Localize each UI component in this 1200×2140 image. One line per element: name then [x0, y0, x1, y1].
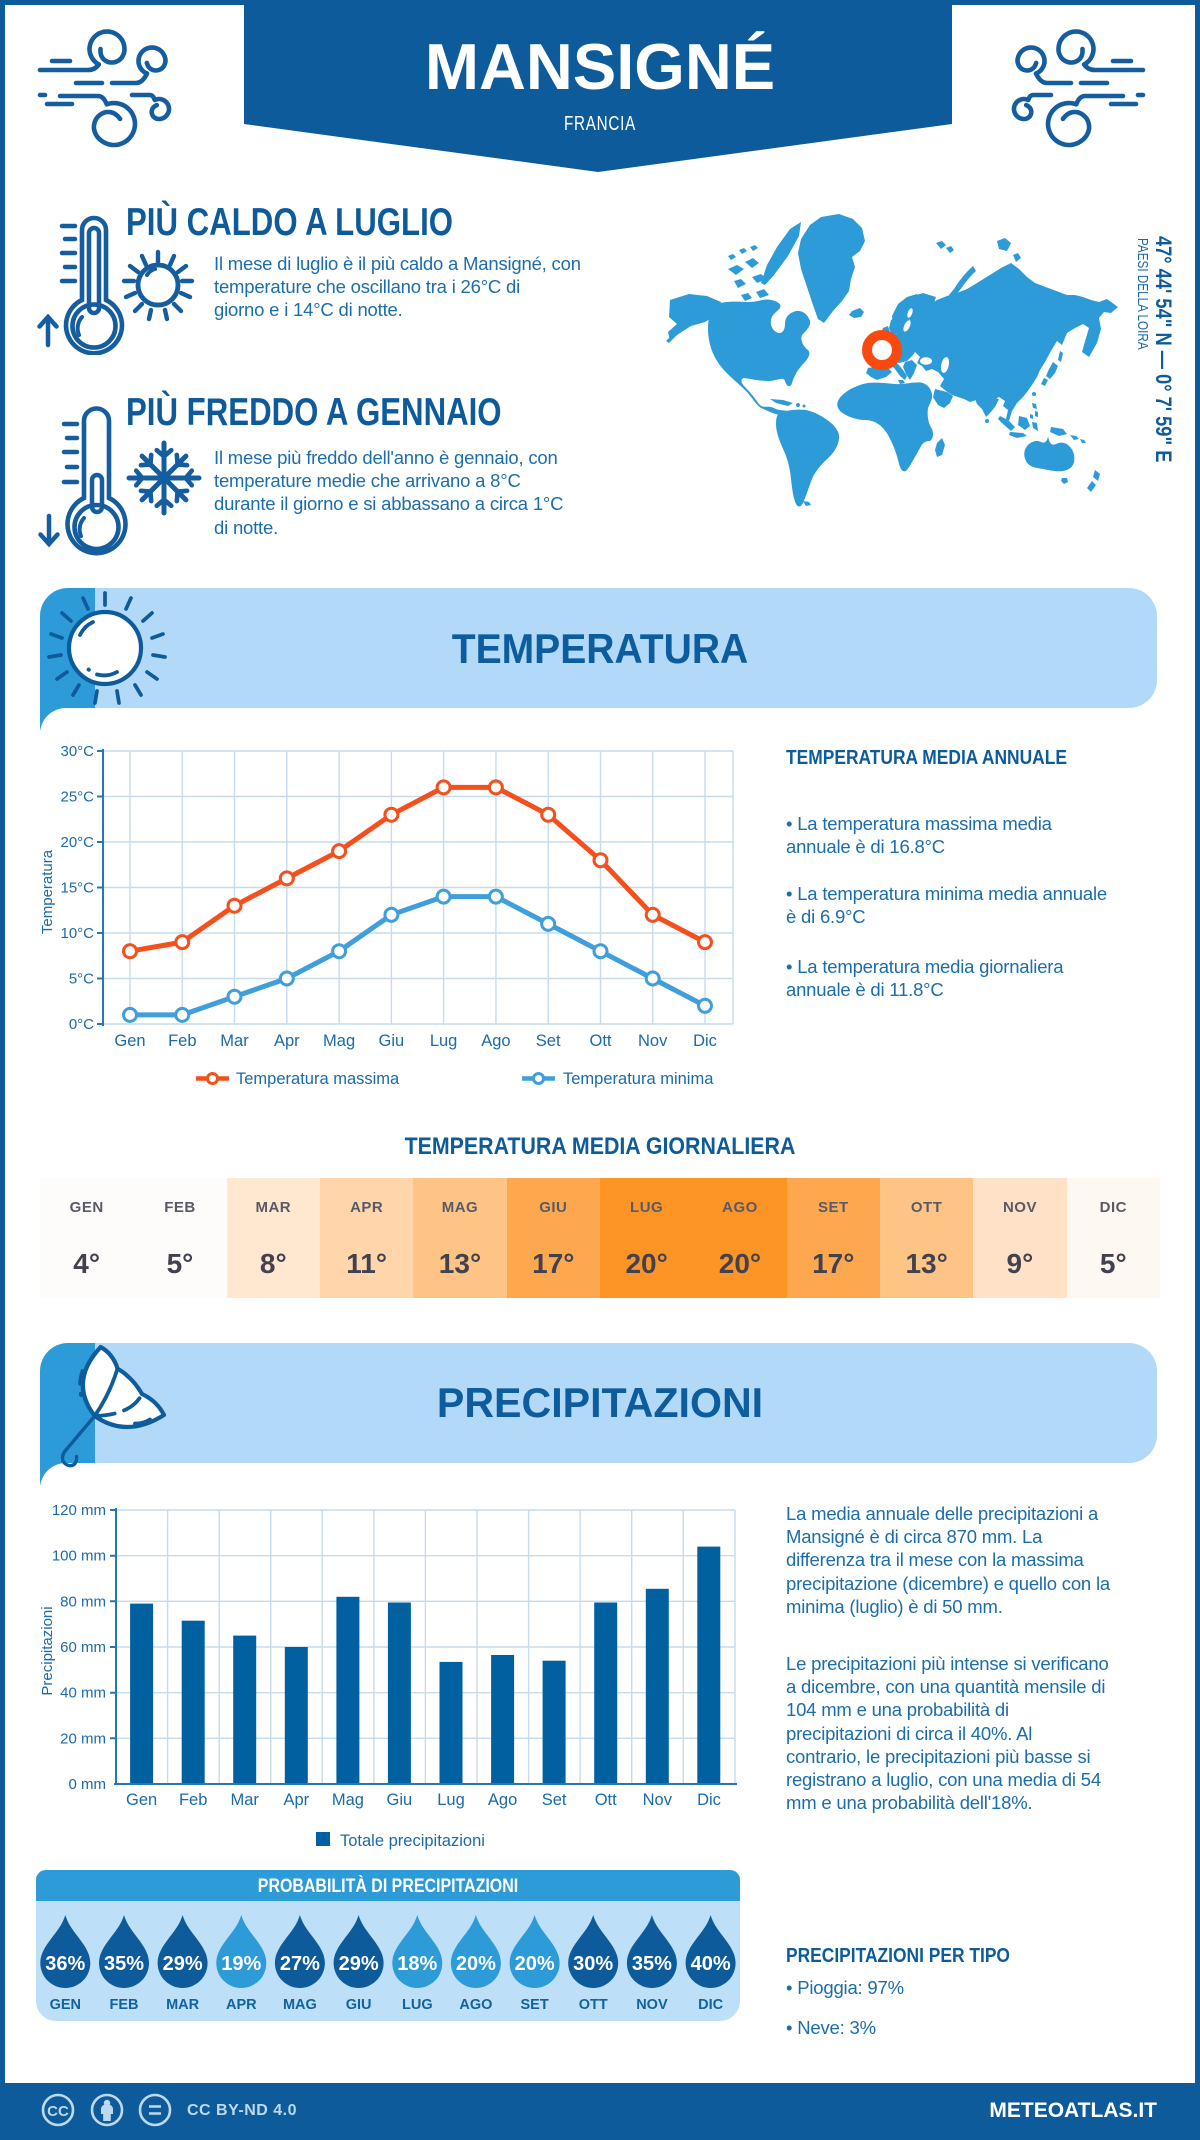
- svg-text:GEN: GEN: [50, 1997, 81, 2013]
- svg-text:Giu: Giu: [387, 1791, 413, 1809]
- svg-text:AGO: AGO: [459, 1997, 492, 2013]
- svg-text:Mag: Mag: [332, 1791, 364, 1809]
- svg-text:80 mm: 80 mm: [60, 1593, 106, 1610]
- svg-text:29%: 29%: [339, 1953, 379, 1975]
- svg-text:GIU: GIU: [346, 1997, 372, 2013]
- svg-text:0 mm: 0 mm: [69, 1776, 107, 1793]
- svg-text:40 mm: 40 mm: [60, 1685, 106, 1702]
- svg-text:20%: 20%: [456, 1953, 496, 1975]
- svg-text:Dic: Dic: [693, 1032, 717, 1050]
- svg-text:Feb: Feb: [168, 1032, 196, 1050]
- svg-text:CC: CC: [47, 2103, 69, 2120]
- svg-text:35%: 35%: [632, 1953, 672, 1975]
- svg-text:LUG: LUG: [402, 1997, 433, 2013]
- svg-text:Gen: Gen: [114, 1032, 145, 1050]
- svg-text:20 mm: 20 mm: [60, 1730, 106, 1747]
- svg-text:NOV: NOV: [636, 1997, 668, 2013]
- svg-text:OTT: OTT: [579, 1997, 608, 2013]
- svg-text:Feb: Feb: [179, 1791, 207, 1809]
- svg-text:Temperatura: Temperatura: [40, 849, 56, 934]
- svg-text:Set: Set: [542, 1791, 567, 1809]
- svg-text:35%: 35%: [104, 1953, 144, 1975]
- svg-text:Ago: Ago: [481, 1032, 510, 1050]
- svg-text:Mag: Mag: [323, 1032, 355, 1050]
- svg-text:Mar: Mar: [220, 1032, 249, 1050]
- svg-text:25°C: 25°C: [60, 789, 94, 806]
- svg-text:100 mm: 100 mm: [52, 1548, 106, 1565]
- svg-text:FEB: FEB: [110, 1997, 139, 2013]
- svg-text:40%: 40%: [691, 1953, 731, 1975]
- svg-text:MAG: MAG: [283, 1997, 317, 2013]
- svg-text:Dic: Dic: [697, 1791, 721, 1809]
- svg-text:Apr: Apr: [283, 1791, 309, 1809]
- svg-text:30°C: 30°C: [60, 745, 94, 760]
- svg-text:Apr: Apr: [274, 1032, 300, 1050]
- svg-text:MAR: MAR: [166, 1997, 200, 2013]
- svg-text:Ago: Ago: [488, 1791, 517, 1809]
- svg-text:Gen: Gen: [126, 1791, 157, 1809]
- svg-text:36%: 36%: [45, 1953, 85, 1975]
- svg-text:DIC: DIC: [698, 1997, 724, 2013]
- svg-text:10°C: 10°C: [60, 925, 94, 942]
- svg-text:Nov: Nov: [643, 1791, 673, 1809]
- svg-text:29%: 29%: [163, 1953, 203, 1975]
- svg-text:Ott: Ott: [595, 1791, 617, 1809]
- svg-text:20°C: 20°C: [60, 834, 94, 851]
- svg-text:30%: 30%: [573, 1953, 613, 1975]
- svg-text:Ott: Ott: [589, 1032, 611, 1050]
- svg-text:20%: 20%: [515, 1953, 555, 1975]
- svg-text:Temperatura massima: Temperatura massima: [236, 1070, 400, 1088]
- svg-text:120 mm: 120 mm: [52, 1502, 106, 1519]
- svg-text:18%: 18%: [397, 1953, 437, 1975]
- svg-text:SET: SET: [520, 1997, 548, 2013]
- svg-text:Lug: Lug: [437, 1791, 465, 1809]
- svg-text:Lug: Lug: [430, 1032, 458, 1050]
- svg-text:Nov: Nov: [638, 1032, 668, 1050]
- svg-text:Temperatura minima: Temperatura minima: [563, 1070, 714, 1088]
- svg-text:5°C: 5°C: [69, 971, 94, 988]
- svg-text:Totale precipitazioni: Totale precipitazioni: [340, 1832, 485, 1850]
- svg-text:APR: APR: [226, 1997, 257, 2013]
- svg-text:Mar: Mar: [230, 1791, 259, 1809]
- svg-text:27%: 27%: [280, 1953, 320, 1975]
- svg-text:19%: 19%: [221, 1953, 261, 1975]
- svg-text:60 mm: 60 mm: [60, 1639, 106, 1656]
- svg-text:15°C: 15°C: [60, 880, 94, 897]
- svg-text:Set: Set: [536, 1032, 561, 1050]
- svg-text:Precipitazioni: Precipitazioni: [40, 1606, 56, 1695]
- svg-text:0°C: 0°C: [69, 1016, 94, 1033]
- svg-text:Giu: Giu: [379, 1032, 405, 1050]
